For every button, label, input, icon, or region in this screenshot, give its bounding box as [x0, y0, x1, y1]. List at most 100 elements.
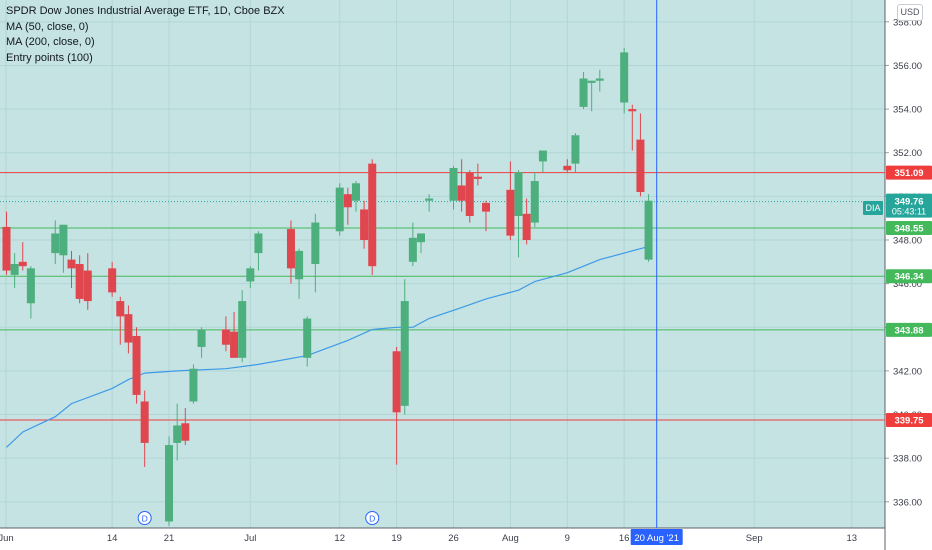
candle-body	[425, 198, 434, 201]
entry-marker	[137, 511, 152, 525]
candle-body	[473, 176, 482, 179]
crosshair-date-label: 20 Aug '21	[634, 533, 679, 544]
level-label-box	[886, 221, 932, 235]
candle-body	[392, 351, 401, 413]
entry-marker	[365, 511, 380, 525]
level-label: 351.09	[894, 168, 923, 179]
ma-50-line	[6, 245, 649, 448]
level-label-box	[886, 322, 932, 337]
level-label-box	[886, 269, 932, 284]
ticker-tag: DIA	[863, 201, 883, 215]
y-tick-label: 358.00	[893, 17, 922, 28]
candle-body	[140, 401, 149, 443]
candle-body	[165, 445, 174, 522]
entry-marker-label: D	[142, 513, 148, 523]
candle-body	[238, 301, 247, 358]
plot-background	[0, 0, 885, 528]
candle-body	[530, 181, 539, 223]
countdown-label: 05:43:11	[892, 207, 926, 217]
legend-ma50[interactable]: MA (50, close, 0)	[6, 20, 89, 33]
candle-body	[620, 52, 629, 103]
candle-body	[132, 336, 141, 395]
candle-body	[108, 268, 117, 293]
candle-body	[230, 331, 239, 358]
candle-body	[579, 78, 588, 107]
x-tick-label: 9	[565, 533, 570, 544]
level-label: 346.34	[894, 272, 924, 283]
candle-body	[83, 270, 92, 302]
candle-body	[75, 264, 84, 299]
level-label: 348.55	[894, 224, 924, 235]
y-tick-label: 352.00	[893, 148, 922, 159]
x-tick-label: Jul	[244, 533, 256, 544]
last-price-label: 349.76	[894, 197, 923, 208]
last-price-box	[886, 193, 932, 218]
level-label: 339.75	[894, 416, 924, 427]
y-tick-label: 346.00	[893, 279, 922, 290]
candle-body	[457, 185, 466, 201]
level-label: 343.88	[894, 325, 923, 336]
candle-body	[303, 318, 312, 358]
candle-body	[522, 213, 531, 240]
candle-body	[482, 202, 491, 212]
candle-body	[26, 268, 35, 304]
candle-body	[311, 222, 320, 264]
candle-body	[286, 229, 295, 269]
y-tick-label: 348.00	[893, 236, 922, 247]
x-tick-label: Sep	[746, 533, 763, 544]
candle-body	[595, 78, 604, 81]
y-tick-label: 342.00	[893, 366, 922, 377]
legend-entry-points[interactable]: Entry points (100)	[6, 51, 93, 64]
candle-body	[368, 163, 377, 267]
x-tick-label: 14	[107, 533, 118, 544]
candle-body	[449, 168, 458, 201]
candle-body	[254, 233, 263, 254]
candle-body	[197, 329, 206, 347]
legend: SPDR Dow Jones Industrial Average ETF, 1…	[6, 4, 285, 66]
currency-button[interactable]: USD	[897, 4, 923, 21]
legend-ma200[interactable]: MA (200, close, 0)	[6, 36, 95, 48]
candle-body	[181, 423, 190, 441]
y-tick-label: 354.00	[893, 105, 922, 116]
candle-body	[116, 301, 125, 317]
x-tick-label: 26	[448, 533, 459, 544]
candle-body	[538, 150, 547, 162]
candle-body	[246, 268, 255, 282]
y-tick-label: 356.00	[893, 61, 922, 72]
candle-body	[10, 264, 19, 275]
y-tick-label: 336.00	[893, 497, 922, 508]
y-tick-label: 338.00	[893, 454, 922, 465]
candle-body	[2, 226, 11, 271]
candle-body	[351, 183, 360, 201]
candle-body	[571, 135, 580, 164]
candle-body	[124, 314, 133, 343]
candle-body	[587, 80, 596, 83]
x-tick-label: Aug	[502, 533, 519, 544]
candle-body	[628, 109, 637, 112]
candle-body	[335, 187, 344, 232]
level-label-box	[886, 413, 932, 427]
candle-body	[644, 200, 653, 260]
candle-body	[67, 259, 76, 269]
entry-marker-label: D	[369, 513, 375, 523]
legend-title: SPDR Dow Jones Industrial Average ETF, 1…	[6, 5, 285, 17]
candle-body	[221, 329, 230, 345]
x-tick-label: 21	[164, 533, 175, 544]
candle-body	[506, 189, 515, 236]
candle-body	[51, 233, 60, 254]
x-tick-label: Jun	[0, 533, 14, 544]
candle-body	[59, 224, 68, 256]
x-tick-label: 16	[619, 533, 630, 544]
candle-body	[173, 425, 182, 443]
level-label-box	[886, 165, 932, 180]
candle-body	[465, 172, 474, 216]
candle-body	[295, 250, 304, 280]
candle-body	[408, 237, 417, 262]
candle-body	[514, 172, 523, 216]
candle-body	[636, 139, 645, 192]
candle-body	[360, 209, 369, 240]
crosshair-date-box	[630, 529, 683, 545]
x-tick-label: 13	[846, 533, 857, 544]
candle-body	[343, 194, 352, 208]
